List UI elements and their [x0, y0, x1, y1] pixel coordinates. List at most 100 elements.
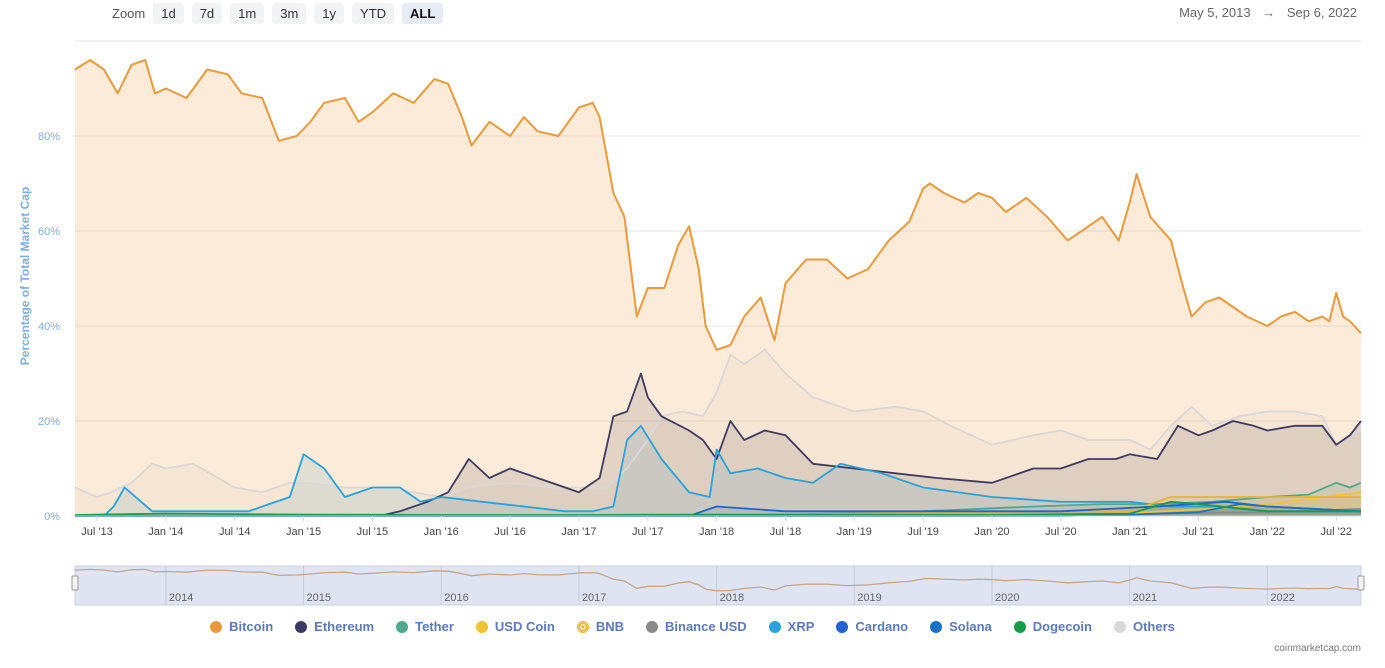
bitcoin-area — [75, 60, 1361, 516]
x-tick-label: Jan '16 — [424, 526, 459, 538]
navigator-right-handle[interactable] — [1357, 575, 1365, 591]
x-tick-label: Jan '19 — [837, 526, 872, 538]
legend-label: Dogecoin — [1032, 619, 1092, 634]
bitcoin-series-line[interactable] — [74, 59, 1362, 351]
solana-area — [75, 504, 1361, 516]
legend-item-usd-coin[interactable]: USD Coin — [475, 619, 555, 634]
legend-marker-icon — [1113, 620, 1126, 633]
date-range-from[interactable]: May 5, 2013 — [1179, 5, 1251, 20]
date-range-to[interactable]: Sep 6, 2022 — [1286, 5, 1357, 20]
zoom-bar: Zoom 1d 7d 1m 3m 1y YTD ALL — [112, 2, 451, 24]
legend-item-cardano[interactable]: Cardano — [836, 619, 908, 634]
zoom-7d-button[interactable]: 7d — [191, 2, 223, 24]
xrp-series-line[interactable] — [75, 424, 1361, 517]
legend-marker-icon — [210, 620, 223, 633]
zoom-ytd-button[interactable]: YTD — [352, 2, 395, 24]
x-tick-label: Jan '22 — [1250, 526, 1285, 538]
legend-label: Ethereum — [314, 619, 375, 634]
x-tick-label: Jan '15 — [286, 526, 321, 538]
navigator-year-label: 2020 — [995, 592, 1019, 604]
x-tick-label: Jul '18 — [770, 526, 801, 538]
legend-label: BNB — [595, 619, 625, 634]
date-range: May 5, 2013 → Sep 6, 2022 — [1179, 5, 1357, 20]
legend-label: Others — [1132, 619, 1175, 634]
legend-marker-icon — [768, 620, 781, 633]
navigator-year-label: 2017 — [582, 592, 606, 604]
axes: 0% 20% 40% 60% 80% Jul '13 Jan '14 Jul '14 Jan '… — [38, 131, 1361, 538]
x-tick-label: Jul '15 — [357, 526, 388, 538]
xrp-area — [75, 425, 1361, 516]
y-tick-label: 0% — [44, 511, 60, 523]
legend-item-bitcoin[interactable]: Bitcoin — [210, 619, 273, 634]
x-tick-label: Jul '22 — [1320, 526, 1351, 538]
navigator-left-handle[interactable] — [71, 575, 79, 591]
zoom-3m-button[interactable]: 3m — [272, 2, 307, 24]
y-tick-label: 80% — [38, 131, 60, 143]
zoom-1d-button[interactable]: 1d — [153, 2, 184, 24]
zoom-all-button[interactable]: ALL — [402, 2, 444, 24]
legend-marker-icon — [646, 620, 659, 633]
legend-item-binance-usd[interactable]: Binance USD — [646, 619, 747, 634]
legend-item-ethereum[interactable]: Ethereum — [295, 619, 374, 634]
navigator-year-label: 2019 — [857, 592, 881, 604]
x-tick-label: Jan '17 — [561, 526, 596, 538]
legend-item-dogecoin[interactable]: Dogecoin — [1013, 619, 1092, 634]
y-tick-label: 20% — [38, 416, 60, 428]
time-navigator[interactable]: 2014 2015 2016 2017 2018 2019 2020 2021 2022 — [71, 565, 1365, 606]
legend-label: Binance USD — [665, 619, 747, 634]
others-series-line[interactable] — [74, 348, 1362, 498]
y-tick-label: 40% — [38, 321, 60, 333]
legend-marker-icon — [836, 620, 849, 633]
navigator-year-label: 2014 — [169, 592, 193, 604]
x-tick-label: Jan '14 — [148, 526, 183, 538]
navigator-year-label: 2021 — [1133, 592, 1157, 604]
legend-item-others[interactable]: Others — [1113, 619, 1175, 634]
zoom-label: Zoom — [112, 5, 146, 21]
legend-item-xrp[interactable]: XRP — [768, 619, 815, 634]
cardano-area — [75, 501, 1361, 516]
x-tick-label: Jul '20 — [1045, 526, 1076, 538]
series-areas — [75, 60, 1361, 516]
x-tick-label: Jul '14 — [219, 526, 250, 538]
legend-marker-icon — [475, 620, 488, 633]
binance-usd-area — [75, 508, 1361, 516]
navigator-year-label: 2018 — [720, 592, 744, 604]
ethereum-series-line[interactable] — [75, 372, 1362, 517]
date-range-arrow: → — [1262, 5, 1276, 20]
x-tick-label: Jan '18 — [699, 526, 734, 538]
zoom-1m-button[interactable]: 1m — [230, 2, 265, 24]
legend-marker-icon — [1013, 620, 1026, 633]
legend-label: Bitcoin — [229, 619, 274, 634]
x-tick-label: Jan '21 — [1112, 526, 1147, 538]
legend-label: XRP — [787, 619, 815, 634]
y-tick-label: 60% — [38, 226, 60, 238]
usd-coin-area — [75, 492, 1361, 516]
credit-text: coinmarketcap.com — [1274, 643, 1361, 654]
x-tick-label: Jan '20 — [974, 526, 1009, 538]
navigator-year-label: 2015 — [307, 592, 331, 604]
navigator-selection[interactable] — [74, 565, 1362, 606]
x-tick-label: Jul '21 — [1183, 526, 1214, 538]
legend-label: USD Coin — [494, 619, 555, 634]
x-tick-label: Jul '17 — [632, 526, 663, 538]
others-area — [75, 349, 1361, 516]
bnb-area — [75, 497, 1361, 516]
dominance-chart[interactable]: 0% 20% 40% 60% 80% Jul '13 Jan '14 Jul '14 Jan '… — [0, 0, 1385, 612]
legend-label: Cardano — [855, 619, 909, 634]
legend-marker-icon — [396, 620, 409, 633]
tether-area — [75, 482, 1361, 516]
x-tick-label: Jul '19 — [907, 526, 938, 538]
navigator-series-line — [74, 568, 1362, 592]
legend-item-solana[interactable]: Solana — [930, 619, 992, 634]
legend-item-bnb[interactable]: BNB — [576, 619, 625, 634]
legend-marker-icon — [295, 620, 308, 633]
legend-marker-icon — [576, 620, 589, 633]
zoom-1y-button[interactable]: 1y — [314, 2, 345, 24]
navigator-year-label: 2022 — [1270, 592, 1294, 604]
legend-item-tether[interactable]: Tether — [396, 619, 454, 634]
legend-label: Tether — [415, 619, 454, 634]
legend-label: Solana — [949, 619, 992, 634]
legend-marker-icon — [930, 620, 943, 633]
legend: Bitcoin Ethereum Tether USD Coin BNB Binance … — [0, 619, 1385, 634]
dogecoin-series-line[interactable] — [74, 500, 1361, 516]
